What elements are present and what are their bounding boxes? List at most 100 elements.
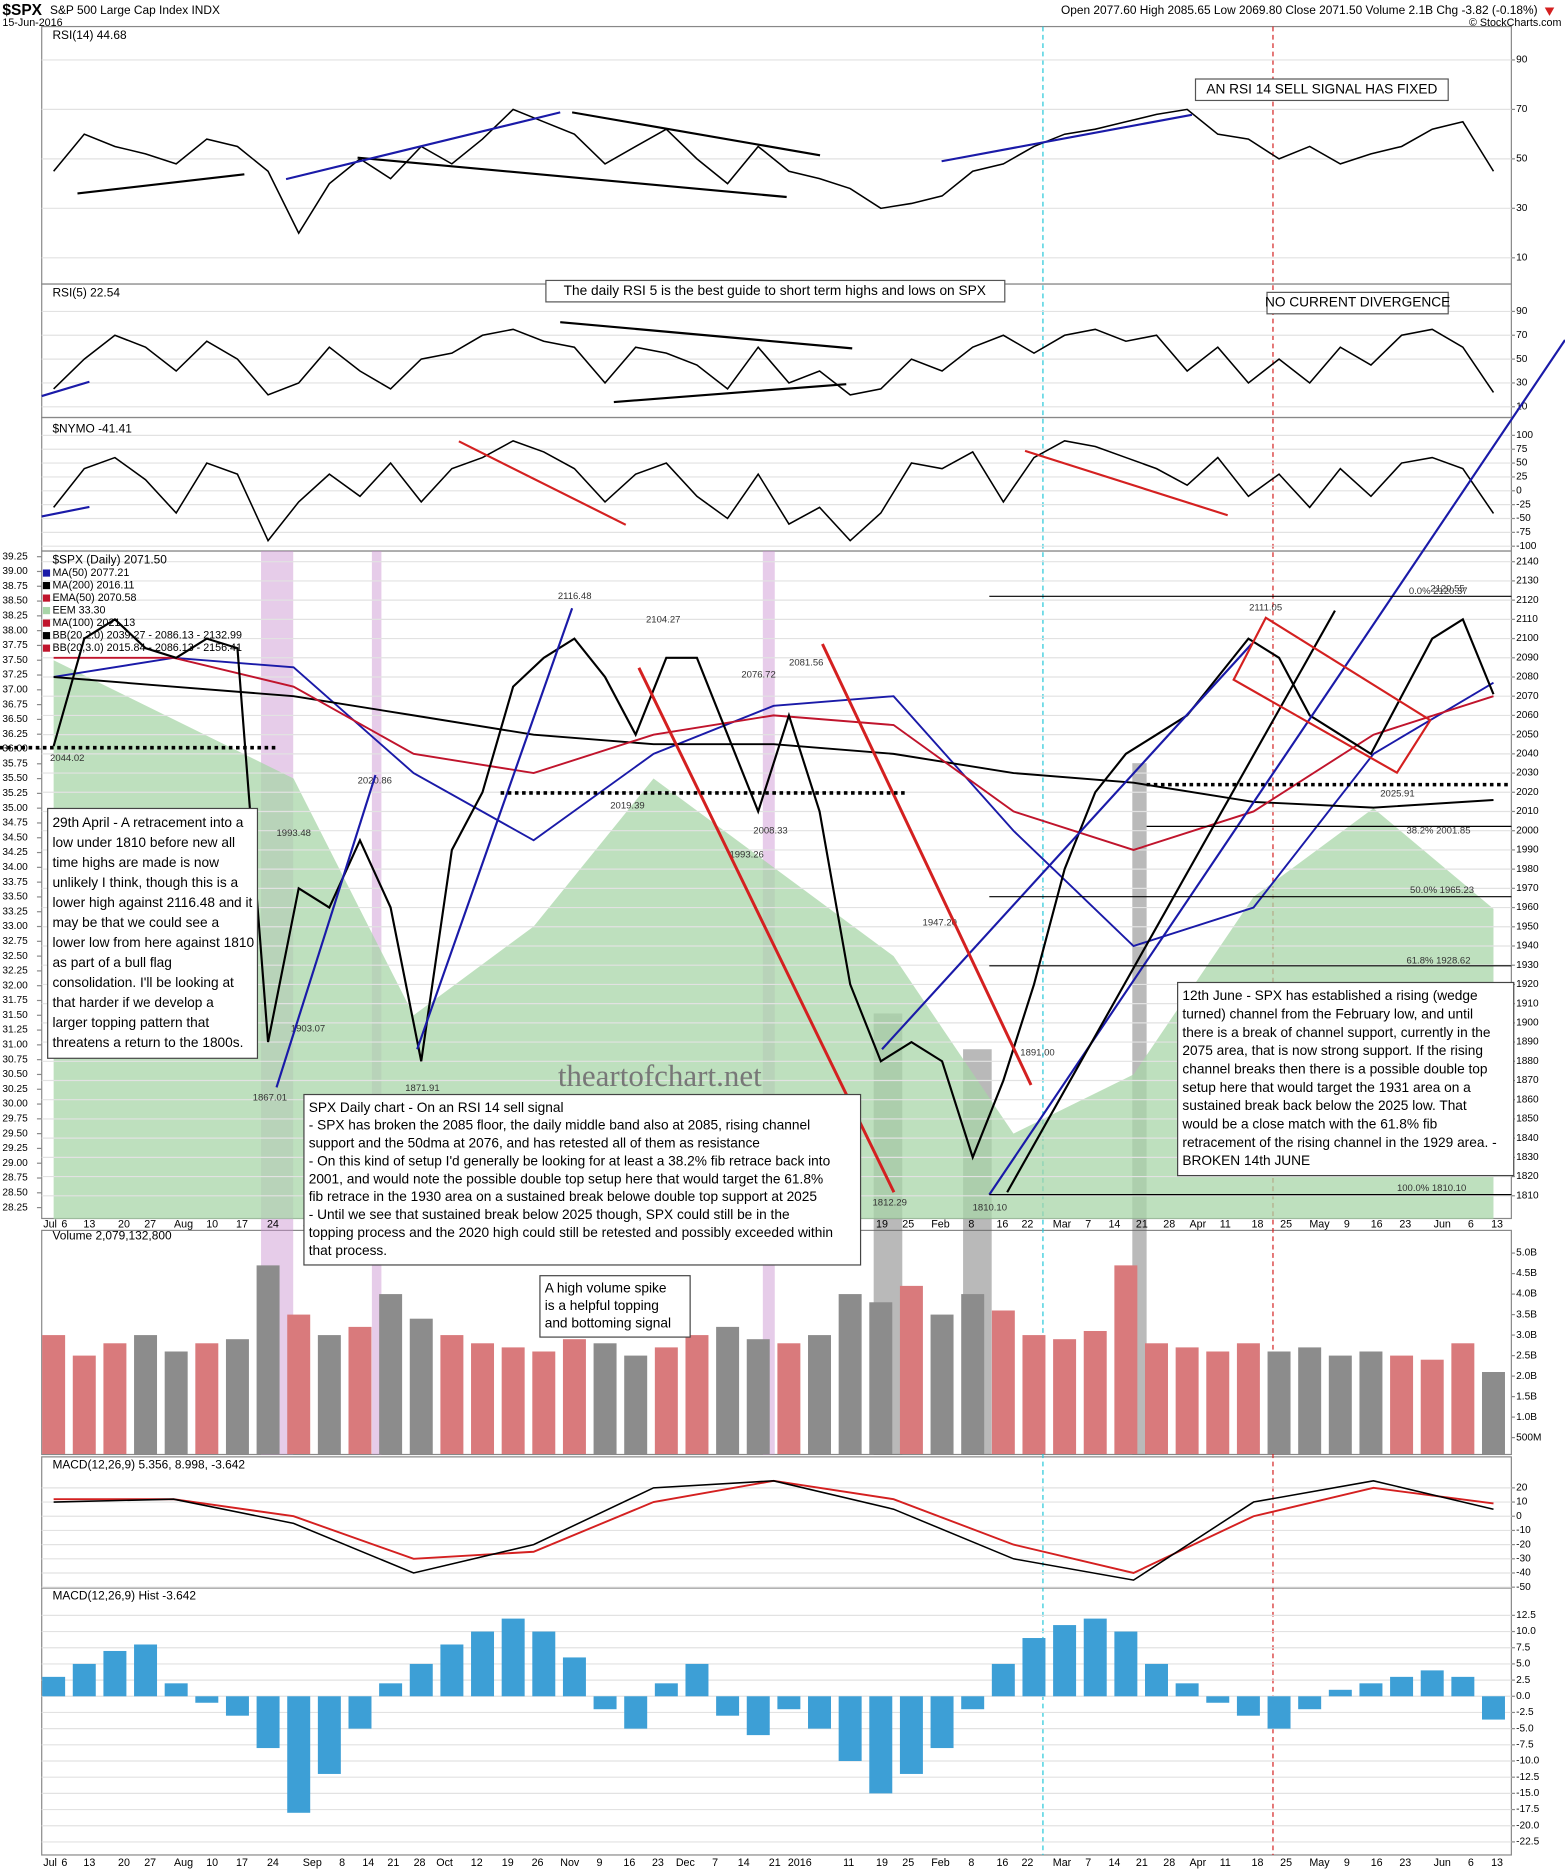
price-label: 1993.26 (729, 849, 763, 860)
price-label: 100.0% 1810.10 (1397, 1183, 1466, 1194)
y-tick-label: 1860 (1516, 1094, 1539, 1105)
x-tick-label: Jun (1434, 1218, 1451, 1230)
panel-label: $NYMO -41.41 (52, 422, 132, 436)
x-tick-label: 7 (1085, 1857, 1091, 1869)
y-tick-label: 1960 (1516, 902, 1539, 913)
y-tick-label: 0 (1516, 485, 1522, 496)
channel-line (881, 643, 1253, 1050)
x-tick-label: Apr (1190, 1857, 1207, 1869)
bar (1328, 1355, 1352, 1455)
note-line: 2001, and would note the possible double… (309, 1171, 823, 1186)
price-label: 2104.27 (646, 615, 680, 626)
price-label: 61.8% 1928.62 (1406, 956, 1470, 967)
rsi-trend (613, 383, 847, 404)
series-line (53, 656, 1494, 851)
x-tick-label: 7 (712, 1857, 718, 1869)
y2-tick-label: 36.25 (2, 729, 28, 740)
legend-swatch (42, 594, 51, 602)
y-tick-label: 30 (1516, 203, 1528, 214)
bar (1175, 1347, 1199, 1455)
y-tick-label: -50 (1516, 1582, 1531, 1593)
bar (532, 1631, 556, 1697)
y2-tick-label: 30.50 (2, 1069, 28, 1080)
x-tick-label: 11 (843, 1857, 854, 1869)
bar (1022, 1335, 1046, 1455)
y2-tick-label: 32.25 (2, 966, 28, 977)
y-tick-label: 50 (1516, 154, 1528, 165)
y2-tick-label: 31.00 (2, 1040, 28, 1051)
bar (1451, 1676, 1475, 1697)
note-box (303, 1093, 862, 1266)
y2-tick-label: 39.00 (2, 566, 28, 577)
note-box (539, 1275, 691, 1338)
y-tick-label: 90 (1516, 306, 1528, 317)
y-tick-label: 2090 (1516, 652, 1539, 663)
main-line (53, 108, 1495, 235)
note-line: that process. (309, 1243, 387, 1258)
y2-tick-label: 30.25 (2, 1084, 28, 1095)
y2-tick-label: 34.75 (2, 818, 28, 829)
y2-tick-label: 33.00 (2, 921, 28, 932)
note-line: is a helpful topping (545, 1298, 659, 1313)
rsi-trend (560, 321, 853, 350)
y-tick-label: -75 (1516, 527, 1531, 538)
x-tick-label: 27 (144, 1857, 156, 1869)
note-line: larger topping pattern that (52, 1015, 209, 1030)
bar (1298, 1347, 1322, 1455)
y2-tick-label: 32.75 (2, 936, 28, 947)
bar (685, 1663, 709, 1697)
y2-tick-label: 33.25 (2, 906, 28, 917)
y2-tick-label: 32.00 (2, 980, 28, 991)
y2-tick-label: 37.50 (2, 655, 28, 666)
bar (409, 1663, 433, 1697)
bar (930, 1314, 954, 1455)
y-tick-label: -22.5 (1516, 1837, 1539, 1848)
y2-tick-label: 37.75 (2, 640, 28, 651)
y-tick-label: 100 (1516, 430, 1533, 441)
y-tick-label: 1950 (1516, 921, 1539, 932)
bar (348, 1696, 372, 1729)
y-tick-label: 2.0B (1516, 1371, 1537, 1382)
x-tick-label: 10 (206, 1857, 218, 1869)
y-tick-label: 50 (1516, 458, 1528, 469)
x-tick-label: 19 (876, 1857, 888, 1869)
nymo-trend (1024, 449, 1229, 517)
x-tick-label: Jul (43, 1857, 57, 1869)
price-label: 2116.48 (558, 591, 592, 602)
bar (1083, 1330, 1107, 1455)
bar (164, 1351, 188, 1455)
price-label: 1810.10 (973, 1202, 1007, 1213)
y-tick-label: 10 (1516, 252, 1528, 263)
note-line: 12th June - SPX has established a rising… (1182, 988, 1477, 1003)
x-tick-label: 6 (1468, 1857, 1474, 1869)
bar (685, 1335, 709, 1455)
price-label: 2025.91 (1380, 789, 1414, 800)
watermark: theartofchart.net (558, 1058, 762, 1093)
x-tick-label: 21 (1136, 1218, 1148, 1230)
x-tick-label: 19 (502, 1857, 514, 1869)
y2-tick-label: 35.50 (2, 773, 28, 784)
bar (1175, 1683, 1199, 1697)
bar (471, 1631, 495, 1697)
x-tick-label: 16 (623, 1857, 635, 1869)
y-tick-label: 0 (1516, 1511, 1522, 1522)
legend-swatch (42, 644, 51, 652)
y-tick-label: 1930 (1516, 960, 1539, 971)
y-tick-label: -40 (1516, 1568, 1531, 1579)
bar (654, 1347, 678, 1455)
x-tick-label: 22 (1021, 1857, 1033, 1869)
x-tick-label: Mar (1053, 1857, 1072, 1869)
bar (1236, 1343, 1260, 1455)
y-tick-label: 70 (1516, 330, 1528, 341)
price-label: 2076.72 (741, 669, 775, 680)
x-tick-label: 16 (996, 1857, 1008, 1869)
bar (440, 1644, 464, 1697)
x-tick-label: 19 (876, 1218, 888, 1230)
x-tick-label: 22 (1021, 1218, 1033, 1230)
x-tick-label: 8 (968, 1218, 974, 1230)
y-tick-label: 5.0B (1516, 1248, 1537, 1259)
x-tick-label: Apr (1190, 1218, 1207, 1230)
x-tick-label: Feb (931, 1218, 950, 1230)
bar (1053, 1625, 1077, 1697)
legend-swatch (42, 619, 51, 627)
